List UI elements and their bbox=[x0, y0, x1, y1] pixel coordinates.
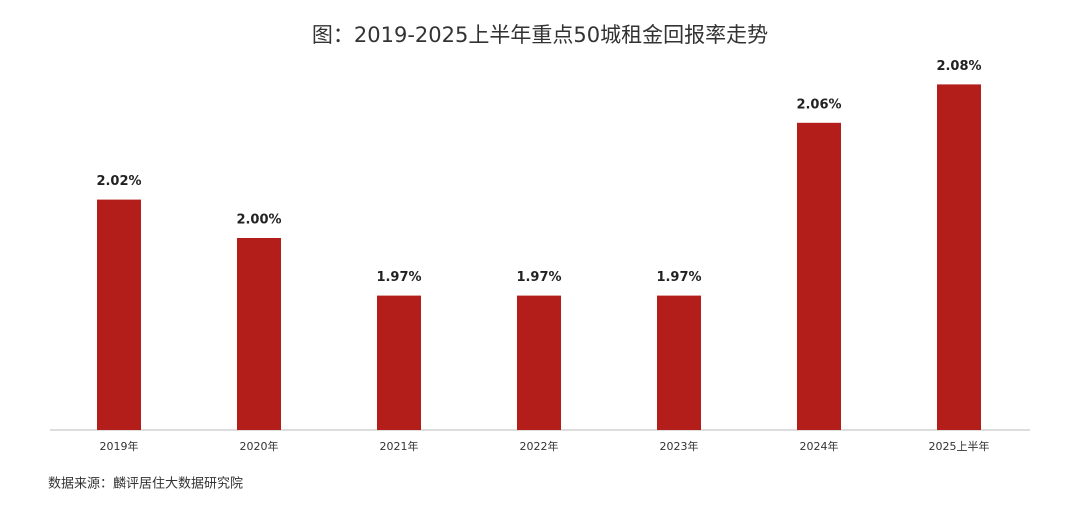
chart-title: 图：2019-2025上半年重点50城租金回报率走势 bbox=[312, 23, 768, 47]
data-label: 2.02% bbox=[96, 174, 141, 189]
bar bbox=[797, 122, 841, 431]
x-tick-label: 2019年 bbox=[100, 439, 139, 453]
x-tick-label: 2023年 bbox=[660, 439, 699, 453]
data-label: 1.97% bbox=[516, 270, 561, 285]
data-label: 1.97% bbox=[376, 270, 421, 285]
x-tick-label: 2025上半年 bbox=[929, 439, 990, 453]
data-label: 2.00% bbox=[236, 213, 281, 228]
bar bbox=[657, 295, 701, 430]
x-tick-label: 2024年 bbox=[800, 439, 839, 453]
data-label: 2.08% bbox=[936, 59, 981, 74]
x-tick-label: 2022年 bbox=[520, 439, 559, 453]
data-label: 1.97% bbox=[656, 270, 701, 285]
source-note: 数据来源：麟评居住大数据研究院 bbox=[48, 476, 243, 492]
bar bbox=[237, 238, 281, 430]
bar bbox=[517, 295, 561, 430]
bar bbox=[937, 84, 981, 431]
x-tick-label: 2021年 bbox=[380, 439, 419, 453]
bar bbox=[377, 295, 421, 430]
bar bbox=[97, 199, 141, 430]
x-tick-label: 2020年 bbox=[240, 439, 279, 453]
data-label: 2.06% bbox=[796, 97, 841, 112]
